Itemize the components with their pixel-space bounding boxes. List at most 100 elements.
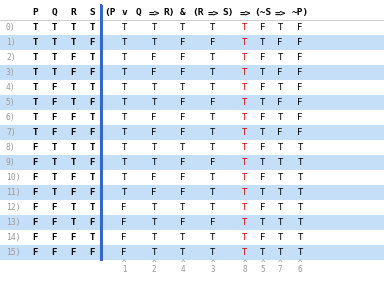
- Text: F: F: [180, 173, 186, 182]
- Text: F: F: [260, 23, 266, 32]
- Text: F: F: [151, 173, 157, 182]
- Text: T: T: [121, 128, 127, 137]
- Text: T: T: [277, 218, 283, 227]
- Text: T: T: [277, 23, 283, 32]
- Text: T: T: [277, 173, 283, 182]
- Text: 7): 7): [6, 128, 16, 137]
- Text: F: F: [51, 98, 57, 107]
- Text: F: F: [151, 53, 157, 62]
- Text: F: F: [210, 98, 216, 107]
- Text: T: T: [51, 53, 57, 62]
- Text: v: v: [121, 8, 127, 17]
- Text: T: T: [121, 23, 127, 32]
- Text: T: T: [210, 248, 216, 257]
- Text: T: T: [180, 248, 186, 257]
- Text: (R: (R: [192, 8, 204, 17]
- Text: F: F: [51, 248, 57, 257]
- Text: T: T: [242, 68, 248, 77]
- Text: 3): 3): [6, 68, 16, 77]
- Text: T: T: [70, 23, 76, 32]
- Text: F: F: [51, 113, 57, 122]
- Text: 10): 10): [6, 173, 21, 182]
- Text: T: T: [297, 248, 303, 257]
- Text: T: T: [89, 83, 95, 92]
- Text: F: F: [297, 98, 303, 107]
- Text: Q: Q: [136, 8, 142, 17]
- Text: S: S: [89, 8, 95, 17]
- Text: T: T: [121, 38, 127, 47]
- Text: T: T: [210, 128, 216, 137]
- Bar: [0, 50, 384, 65]
- Text: T: T: [70, 218, 76, 227]
- Text: &: &: [180, 8, 186, 17]
- Text: F: F: [89, 218, 95, 227]
- Text: T: T: [297, 173, 303, 182]
- Text: T: T: [70, 98, 76, 107]
- Text: F: F: [210, 218, 216, 227]
- Text: T: T: [151, 158, 157, 167]
- Text: T: T: [242, 23, 248, 32]
- Text: T: T: [32, 23, 38, 32]
- Text: T: T: [70, 38, 76, 47]
- Bar: [0, 95, 384, 110]
- Text: F: F: [297, 38, 303, 47]
- Text: F: F: [297, 53, 303, 62]
- Text: F: F: [210, 158, 216, 167]
- Text: F: F: [89, 128, 95, 137]
- Text: T: T: [151, 203, 157, 212]
- Text: 8): 8): [6, 143, 16, 152]
- Text: F: F: [32, 233, 38, 242]
- Text: T: T: [210, 203, 216, 212]
- Text: T: T: [151, 143, 157, 152]
- Text: F: F: [70, 68, 76, 77]
- Text: F: F: [70, 233, 76, 242]
- Text: 5: 5: [261, 265, 265, 274]
- Text: T: T: [51, 38, 57, 47]
- Text: 1: 1: [122, 265, 126, 274]
- Text: T: T: [70, 143, 76, 152]
- Text: T: T: [121, 113, 127, 122]
- Text: ^: ^: [261, 259, 265, 268]
- Text: =>: =>: [274, 8, 286, 17]
- Text: F: F: [277, 98, 283, 107]
- Text: F: F: [70, 113, 76, 122]
- Text: F: F: [121, 203, 127, 212]
- Text: T: T: [277, 233, 283, 242]
- Text: 14): 14): [6, 233, 21, 242]
- Text: T: T: [51, 23, 57, 32]
- Bar: [0, 215, 384, 230]
- Text: T: T: [89, 143, 95, 152]
- Text: T: T: [121, 68, 127, 77]
- Text: T: T: [32, 68, 38, 77]
- Text: T: T: [180, 23, 186, 32]
- Text: R): R): [163, 8, 175, 17]
- Text: T: T: [277, 248, 283, 257]
- Text: 5): 5): [6, 98, 16, 107]
- Text: ^: ^: [122, 259, 126, 268]
- Bar: [0, 170, 384, 185]
- Text: F: F: [180, 188, 186, 197]
- Text: T: T: [89, 233, 95, 242]
- Text: (~S: (~S: [254, 8, 271, 17]
- Text: ^: ^: [152, 259, 156, 268]
- Text: 0): 0): [6, 23, 16, 32]
- Text: T: T: [297, 203, 303, 212]
- Text: F: F: [297, 83, 303, 92]
- Text: T: T: [297, 218, 303, 227]
- Text: T: T: [210, 53, 216, 62]
- Text: 3: 3: [211, 265, 215, 274]
- Text: T: T: [297, 188, 303, 197]
- Bar: [0, 185, 384, 200]
- Text: T: T: [51, 143, 57, 152]
- Text: T: T: [121, 188, 127, 197]
- Text: F: F: [70, 53, 76, 62]
- Text: ^: ^: [278, 259, 282, 268]
- Text: T: T: [121, 158, 127, 167]
- Text: T: T: [260, 128, 266, 137]
- Text: F: F: [180, 38, 186, 47]
- Text: T: T: [242, 53, 248, 62]
- Text: =>: =>: [239, 8, 251, 17]
- Text: T: T: [151, 38, 157, 47]
- Text: F: F: [277, 68, 283, 77]
- Text: F: F: [297, 23, 303, 32]
